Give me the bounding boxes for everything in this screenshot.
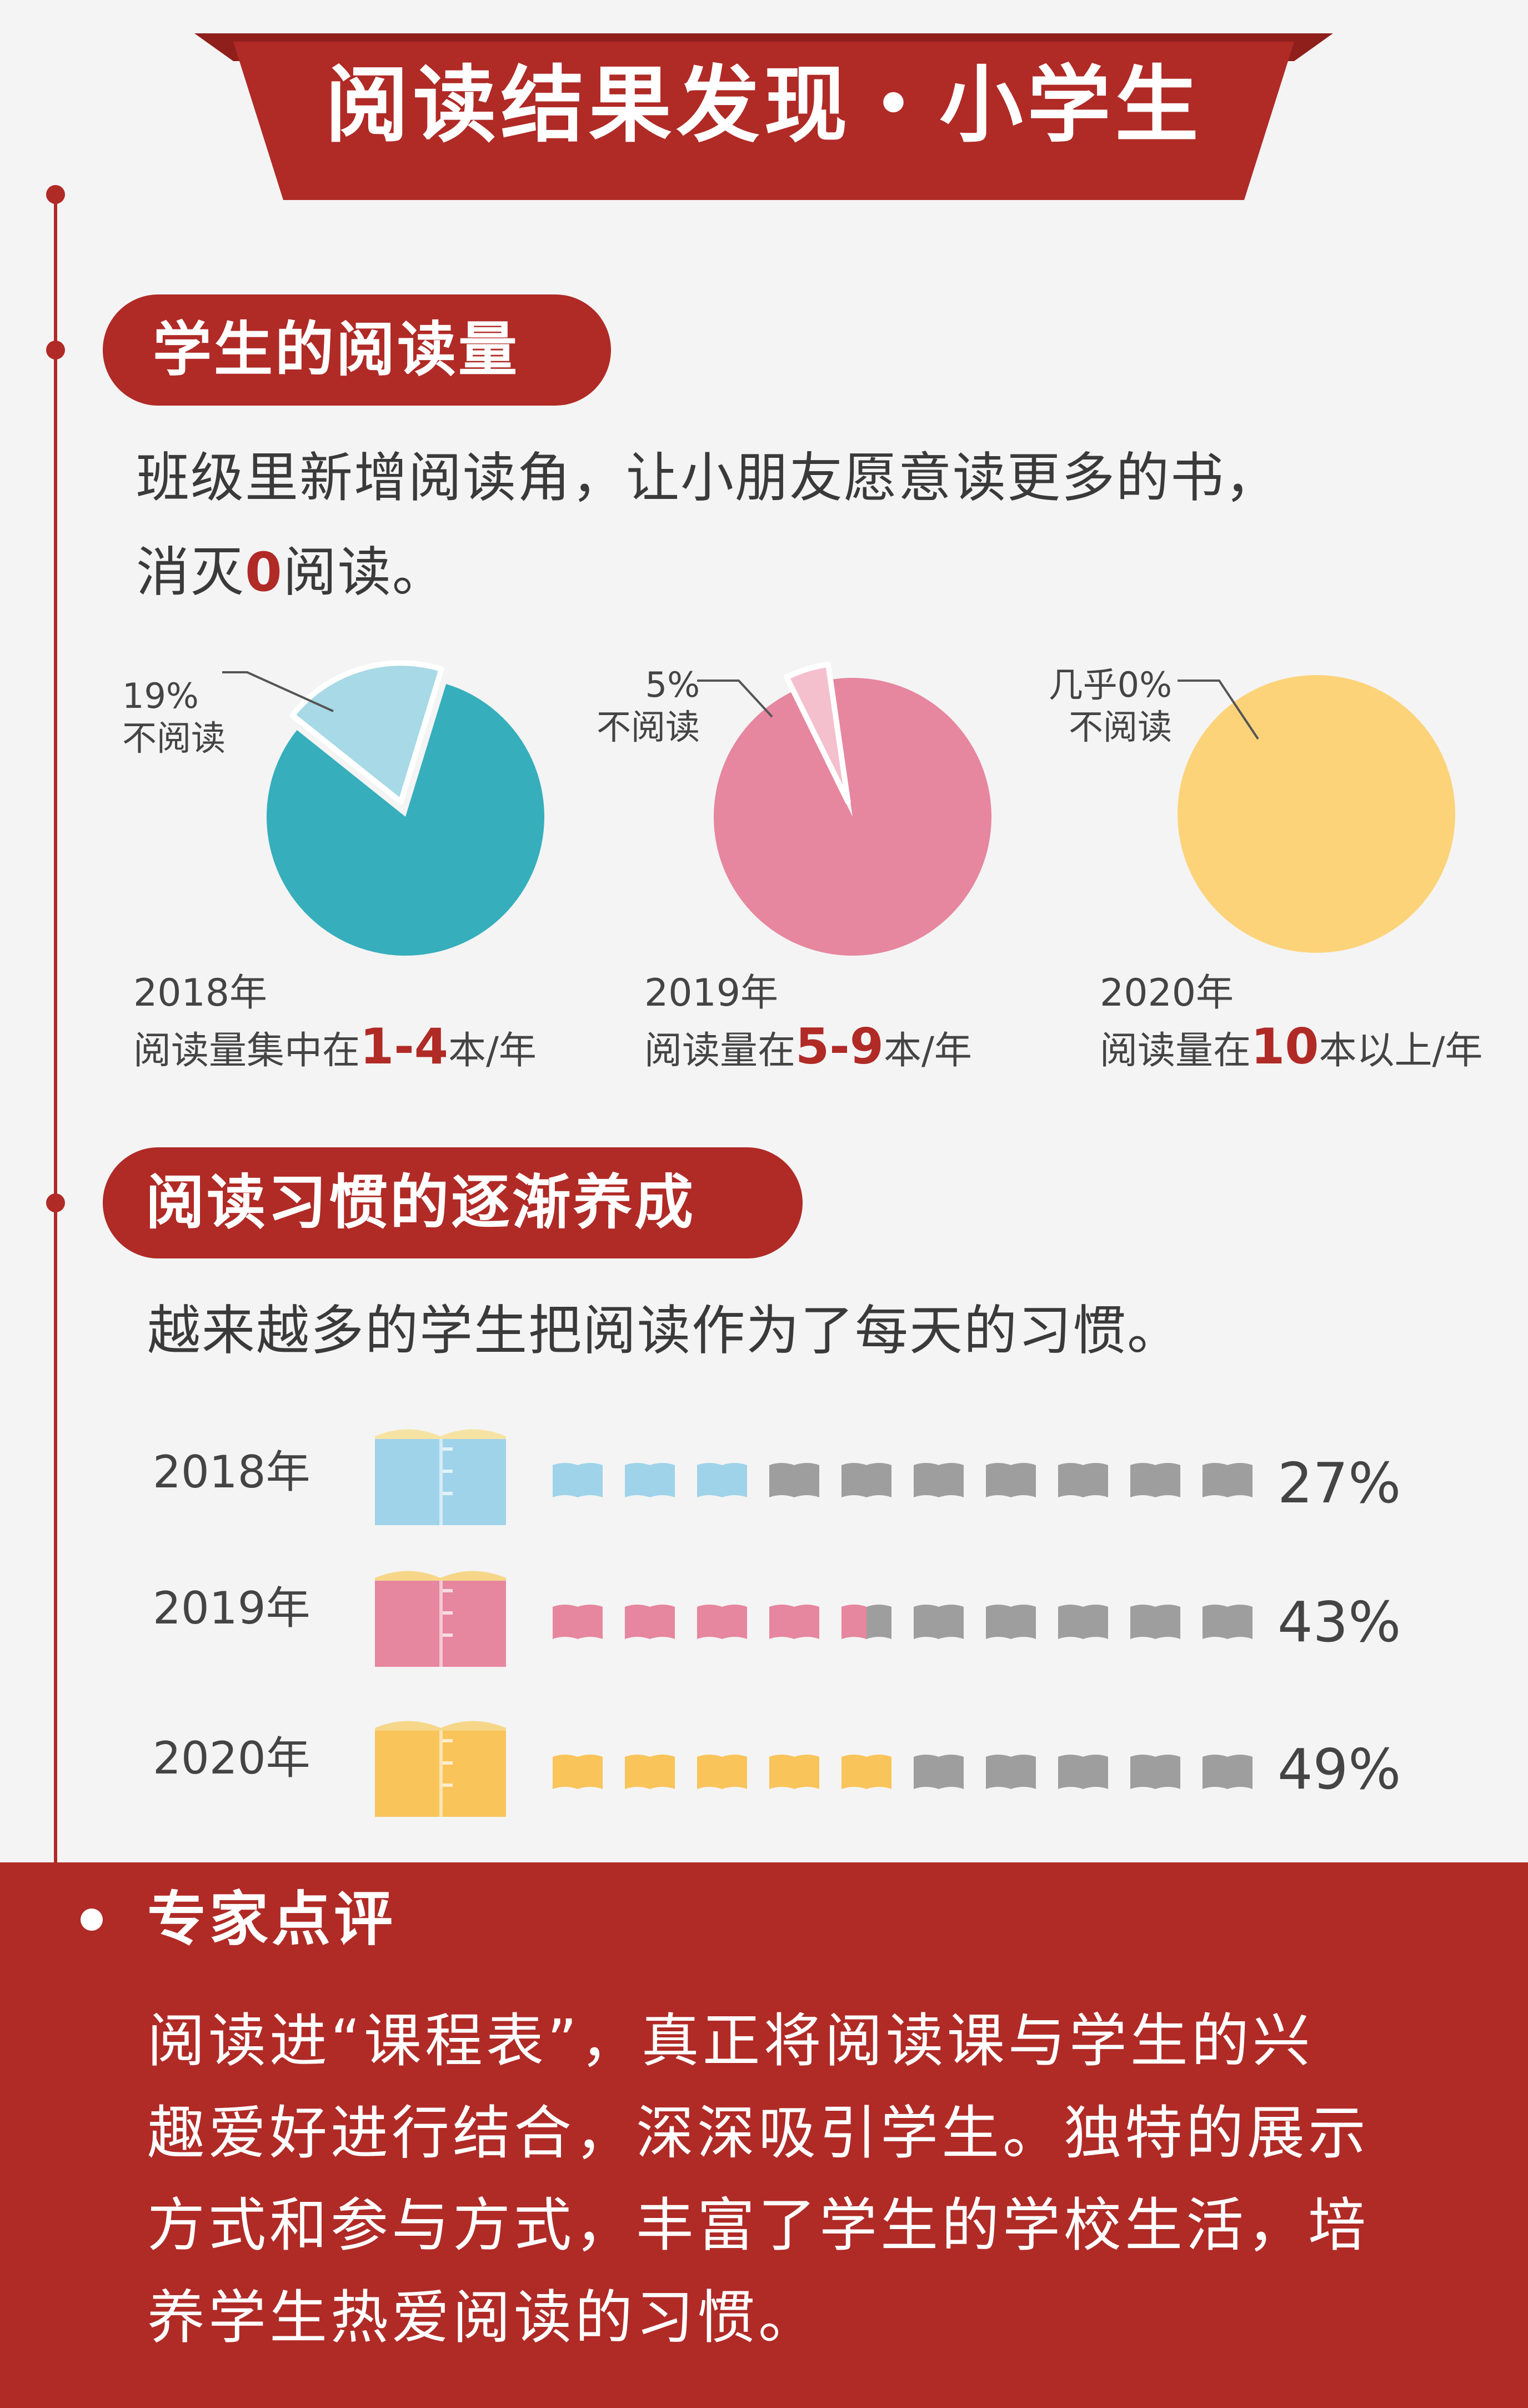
pie-2019-nonreading-slice (784, 661, 851, 805)
pie-2020-leader-line (1178, 680, 1259, 740)
book-icon-large-2 (375, 1721, 506, 1817)
expert-line-3: 方式和参与方式，丰富了学生的学校生活，培 (147, 2191, 1370, 2259)
book-icon-large-0 (375, 1429, 506, 1525)
picto-year-2019: 2019年 (153, 1582, 310, 1634)
pie-2018-caption: 2018年 阅读量集中在1-4本/年 (133, 971, 537, 1075)
book-icon-row0-9 (1203, 1463, 1253, 1497)
book-icon-row2-9 (1203, 1755, 1253, 1789)
book-icon-row1-5 (914, 1605, 964, 1639)
timeline-dot-section1 (46, 341, 65, 359)
timeline-dot-section2 (46, 1193, 65, 1212)
picto-value-2018: 27% (1277, 1451, 1401, 1516)
pie-charts (222, 660, 1455, 956)
picto-value-2019: 43% (1277, 1590, 1401, 1655)
expert-text: 阅读进“课程表”，真正将阅读课与学生的兴 趣爱好进行结合，深深吸引学生。独特的展… (147, 1995, 1369, 2364)
page-title: 阅读结果发现・小学生 (325, 57, 1203, 154)
expert-title: 专家点评 (147, 1885, 396, 1954)
book-icon-row2-5 (914, 1755, 964, 1789)
pie-2018 (222, 660, 544, 956)
pie-2019 (697, 661, 991, 956)
expert-bullet-dot (81, 1909, 103, 1931)
section2-intro: 越来越多的学生把阅读作为了每天的习惯。 (147, 1300, 1181, 1362)
book-icon-row0-2 (697, 1463, 747, 1497)
pie-2018-nonreading-slice (289, 660, 444, 805)
pie-2020-caption: 2020年 阅读量在10本以上/年 (1100, 971, 1483, 1075)
picto-year-2018: 2018年 (153, 1446, 310, 1498)
pie-2018-leader-line (222, 671, 334, 712)
expert-line-1: 阅读进“课程表”，真正将阅读课与学生的兴 (147, 2007, 1314, 2075)
pictogram-chart (375, 1429, 1253, 1817)
section1-title: 学生的阅读量 (153, 316, 519, 384)
pie-2020-main-slice (1178, 675, 1455, 953)
book-icon-row1-3 (769, 1605, 819, 1639)
section1-pill (103, 294, 611, 406)
title-banner (194, 33, 1333, 200)
book-icon-row0-5 (914, 1463, 964, 1497)
book-icon-row1-8 (1130, 1605, 1180, 1639)
book-icon-row1-0 (553, 1605, 603, 1639)
pie-2018-main-slice (267, 683, 544, 956)
pie-2019-slice-label: 5% 不阅读 (596, 665, 700, 747)
book-icon-row1-2 (697, 1605, 747, 1639)
pie-2019-caption: 2019年 阅读量在5-9本/年 (644, 971, 972, 1075)
book-icon-row2-4 (841, 1755, 891, 1789)
book-icon-row2-8 (1130, 1755, 1180, 1789)
book-icon-row2-3 (769, 1755, 819, 1789)
pie-2019-main-slice (714, 678, 991, 956)
pie-2019-leader-line (697, 680, 773, 718)
book-icon-row2-1 (625, 1755, 675, 1789)
book-icon-row0-7 (1058, 1463, 1108, 1497)
book-icon-row2-6 (986, 1755, 1036, 1789)
book-icon-row2-0 (553, 1755, 603, 1789)
section1-intro-line1: 班级里新增阅读角，让小朋友愿意读更多的书， (136, 447, 1279, 509)
timeline-line (54, 194, 89, 1921)
book-icon-large-1 (375, 1571, 506, 1667)
book-icon-row1-6 (986, 1605, 1036, 1639)
timeline-dot-top (46, 185, 65, 204)
book-icon-row0-6 (986, 1463, 1036, 1497)
book-icon-row2-7 (1058, 1755, 1108, 1789)
book-icon-row1-9 (1203, 1605, 1253, 1639)
section2-title: 阅读习惯的逐渐养成 (146, 1168, 695, 1237)
book-icon-row1-4-partial (841, 1605, 866, 1639)
pie-2020-slice-label: 几乎0% 不阅读 (1048, 665, 1172, 747)
book-icon-row0-4 (841, 1463, 891, 1497)
section2-pill (103, 1147, 803, 1258)
book-icon-row0-3 (769, 1463, 819, 1497)
book-icon-row2-2 (697, 1755, 747, 1789)
book-icon-row1-7 (1058, 1605, 1108, 1639)
expert-line-2: 趣爱好进行结合，深深吸引学生。独特的展示 (147, 2099, 1370, 2167)
section1-intro-line2: 消灭0阅读。 (136, 541, 447, 603)
pie-2018-slice-label: 19% 不阅读 (122, 676, 226, 758)
pie-2020 (1178, 675, 1455, 953)
book-icon-row0-0 (553, 1463, 603, 1497)
book-icon-row1-1 (625, 1605, 675, 1639)
book-icon-row0-1 (625, 1463, 675, 1497)
book-icon-row0-8 (1130, 1463, 1180, 1497)
picto-year-2020: 2020年 (153, 1732, 310, 1784)
expert-panel (0, 1862, 1528, 2408)
picto-value-2020: 49% (1277, 1737, 1401, 1802)
expert-line-4: 养学生热爱阅读的习惯。 (147, 2284, 820, 2351)
